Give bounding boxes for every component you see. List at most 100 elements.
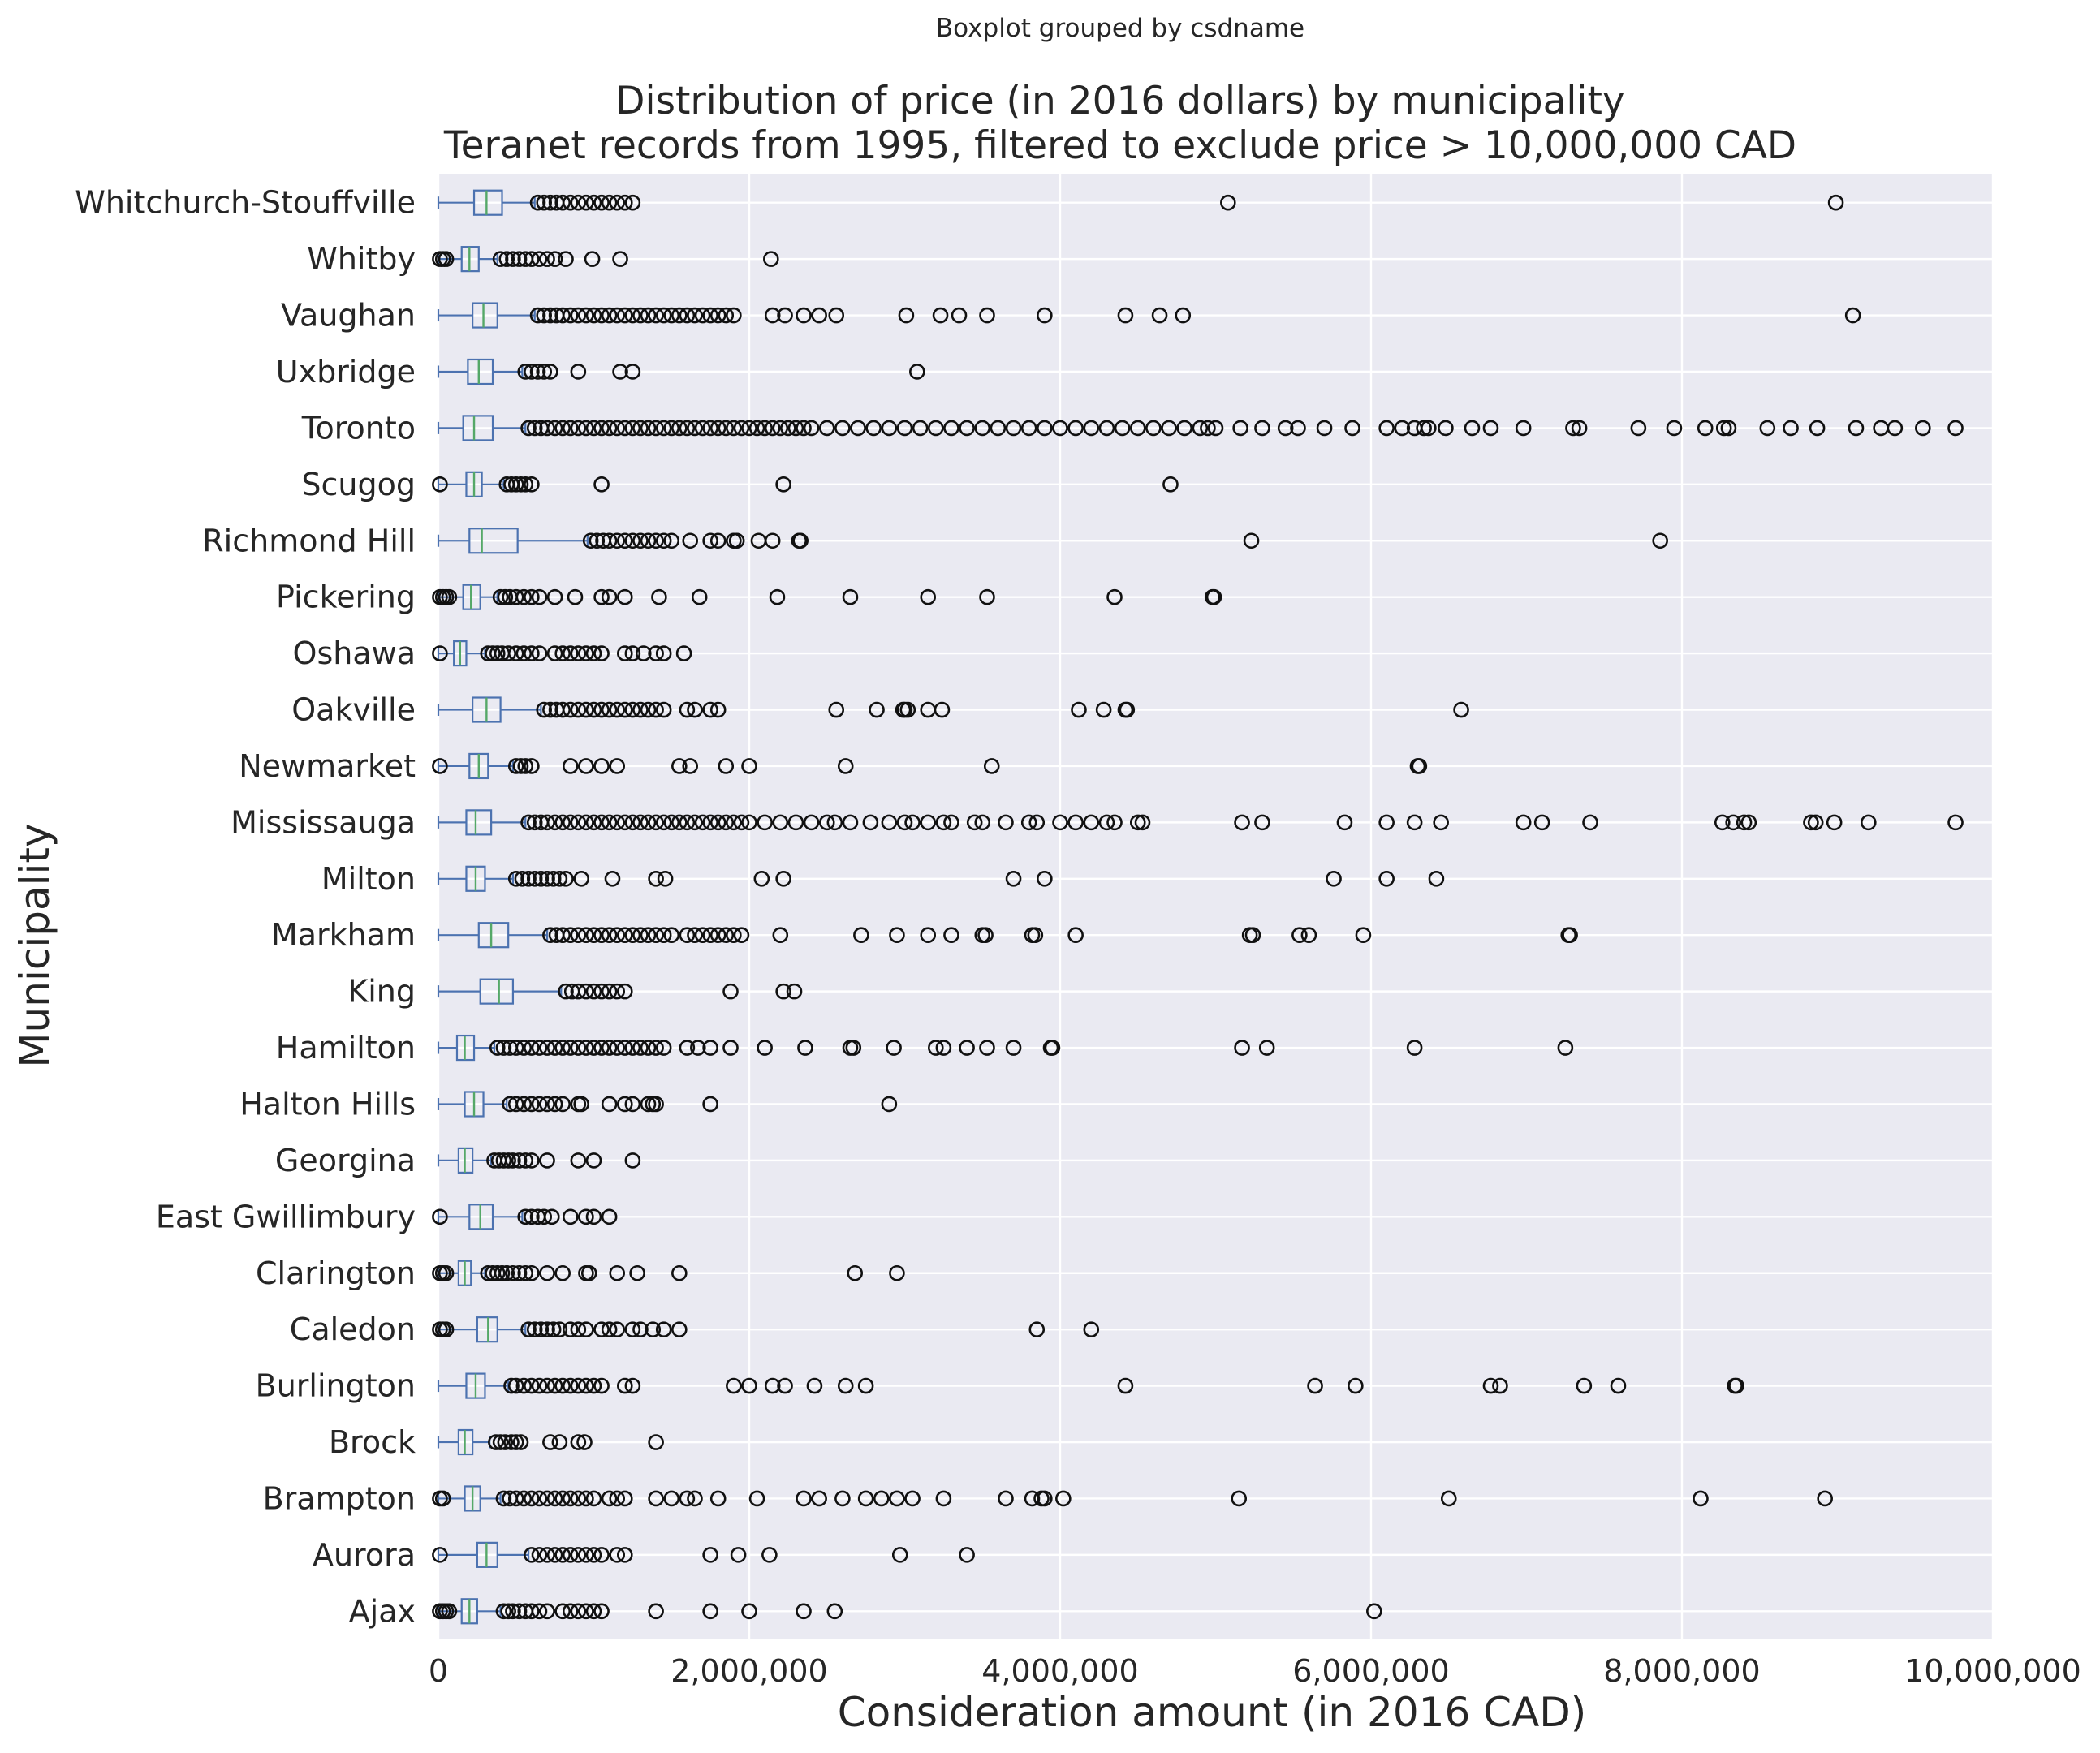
flier-point <box>593 588 610 605</box>
flier-point <box>616 701 633 718</box>
y-tick-label: Vaughan <box>281 298 416 334</box>
flier-point <box>655 307 672 324</box>
y-tick-label: Oakville <box>291 692 416 728</box>
y-tick-label: Scugog <box>301 467 416 502</box>
flier-point <box>570 927 587 944</box>
flier-point <box>554 1377 571 1394</box>
flier-point <box>539 1603 555 1620</box>
flier-point <box>1095 701 1112 718</box>
flier-point <box>536 307 553 324</box>
flier-point <box>663 1490 680 1507</box>
flier-point <box>761 1547 778 1563</box>
flier-point <box>529 194 546 211</box>
flier-point <box>546 420 563 437</box>
flier-point <box>943 814 959 831</box>
flier-point <box>977 927 994 944</box>
flier-point <box>842 814 859 831</box>
flier-point <box>1411 758 1428 774</box>
flier-point <box>1037 420 1053 437</box>
flier-point <box>632 1040 649 1056</box>
y-tick-label: Markham <box>271 917 416 953</box>
flier-point <box>609 1264 626 1281</box>
flier-point <box>562 1040 579 1056</box>
y-tick-label: Toronto <box>301 410 416 446</box>
y-tick-label: East Gwillimbury <box>156 1199 416 1234</box>
flier-point <box>580 1264 597 1281</box>
flier-point <box>554 1490 571 1507</box>
flier-point <box>702 307 718 324</box>
flier-point <box>648 307 664 324</box>
flier-point <box>702 814 718 831</box>
flier-point <box>811 307 827 324</box>
flier-point <box>691 588 708 605</box>
box-group-ajax <box>432 1598 1382 1625</box>
flier-point <box>792 532 809 549</box>
flier-point <box>539 1377 555 1394</box>
flier-point <box>1300 927 1317 944</box>
flier-point <box>585 307 602 324</box>
flier-point <box>570 1547 587 1563</box>
flier-point <box>624 645 641 661</box>
flier-point <box>432 476 448 493</box>
flier-point <box>1438 420 1454 437</box>
flier-point <box>1254 814 1270 831</box>
flier-point <box>616 194 633 211</box>
flier-point <box>558 251 574 267</box>
flier-point <box>655 1040 672 1056</box>
y-tick-label: Oshawa <box>293 635 416 671</box>
flier-point <box>593 1321 610 1337</box>
flier-point <box>434 1490 451 1507</box>
flier-point <box>702 1547 718 1563</box>
flier-point <box>709 814 727 831</box>
flier-point <box>609 814 626 831</box>
x-tick-label: 4,000,000 <box>981 1653 1138 1689</box>
flier-point <box>702 1096 718 1113</box>
flier-point <box>539 251 555 267</box>
box-group-richmond-hill <box>437 528 1668 554</box>
flier-point <box>1783 420 1799 437</box>
flier-point <box>578 1547 594 1563</box>
flier-point <box>505 1603 521 1620</box>
flier-point <box>675 645 692 661</box>
flier-point <box>558 983 574 1000</box>
flier-point <box>546 251 563 267</box>
box-group-whitchurch-stouffville <box>437 189 1844 216</box>
flier-point <box>601 701 618 718</box>
flier-point <box>635 645 652 661</box>
flier-point <box>1728 1377 1744 1394</box>
flier-point <box>764 307 781 324</box>
flier-point <box>562 1377 579 1394</box>
box-group-burlington <box>437 1372 1744 1399</box>
flier-point <box>886 1040 902 1056</box>
flier-point <box>624 814 641 831</box>
flier-point <box>593 645 610 661</box>
flier-point <box>733 420 750 437</box>
flier-point <box>990 420 1007 437</box>
flier-point <box>601 1490 618 1507</box>
flier-point <box>648 1040 664 1056</box>
flier-point <box>920 814 937 831</box>
flier-point <box>545 870 562 887</box>
flier-point <box>542 194 558 211</box>
flier-point <box>616 983 633 1000</box>
flier-point <box>624 927 641 944</box>
flier-point <box>609 420 626 437</box>
flier-point <box>1348 1377 1364 1394</box>
flier-point <box>694 307 711 324</box>
flier-point <box>601 1321 618 1337</box>
flier-point <box>567 588 584 605</box>
box-group-markham <box>437 922 1578 949</box>
flier-point <box>578 645 594 661</box>
box-group-whitby <box>432 246 779 273</box>
flier-point <box>1114 420 1131 437</box>
flier-point <box>498 1264 515 1281</box>
iqr-box <box>467 358 494 385</box>
flier-point <box>624 194 641 211</box>
box-group-east-gwillimbury <box>432 1204 618 1230</box>
flier-point <box>562 1321 579 1337</box>
box-group-georgina <box>437 1147 641 1174</box>
flier-point <box>570 307 587 324</box>
flier-point <box>546 1040 563 1056</box>
flier-point <box>593 927 610 944</box>
flier-point <box>432 1208 448 1225</box>
